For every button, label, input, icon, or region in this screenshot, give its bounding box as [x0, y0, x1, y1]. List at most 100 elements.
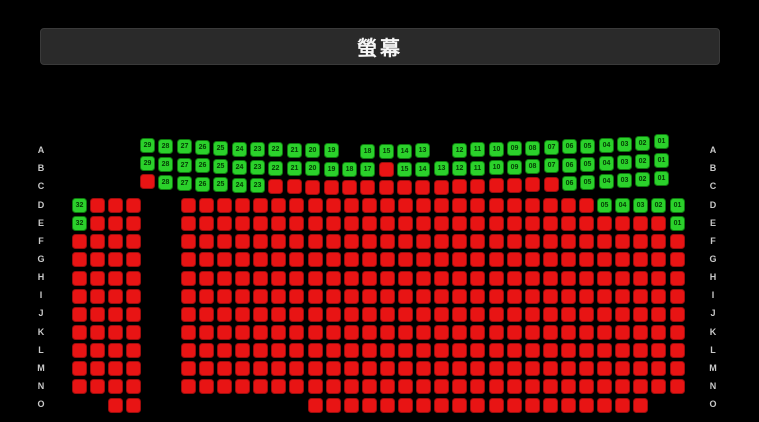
- seat-B-04[interactable]: 04: [599, 156, 614, 171]
- seat-B-11[interactable]: 11: [470, 161, 485, 176]
- seat-A-11[interactable]: 11: [470, 142, 485, 157]
- seat-B-15[interactable]: 15: [397, 162, 412, 177]
- seat-taken-M: [525, 361, 540, 376]
- seat-C-28[interactable]: 28: [158, 175, 173, 190]
- seat-taken-O: [416, 398, 431, 413]
- seat-taken-F: [633, 234, 648, 249]
- seat-A-07[interactable]: 07: [544, 140, 559, 155]
- seat-taken-J: [126, 307, 141, 322]
- seat-C-01[interactable]: 01: [654, 171, 669, 186]
- seat-A-20[interactable]: 20: [305, 143, 320, 158]
- seat-B-05[interactable]: 05: [580, 157, 595, 172]
- seat-taken-J: [398, 307, 413, 322]
- seat-A-15[interactable]: 15: [379, 144, 394, 159]
- seat-B-21[interactable]: 21: [287, 161, 302, 176]
- seat-C-27[interactable]: 27: [177, 176, 192, 191]
- seat-C-24[interactable]: 24: [232, 178, 247, 193]
- seat-A-04[interactable]: 04: [599, 138, 614, 153]
- seat-A-01[interactable]: 01: [654, 134, 669, 149]
- seat-B-10[interactable]: 10: [489, 160, 504, 175]
- seat-B-13[interactable]: 13: [434, 161, 449, 176]
- seat-taken-L: [489, 343, 504, 358]
- seat-B-26[interactable]: 26: [195, 158, 210, 173]
- seat-B-01[interactable]: 01: [654, 153, 669, 168]
- seat-A-21[interactable]: 21: [287, 143, 302, 158]
- seat-B-09[interactable]: 09: [507, 160, 522, 175]
- seat-D-05[interactable]: 05: [597, 198, 612, 213]
- seat-A-12[interactable]: 12: [452, 143, 467, 158]
- seat-taken-D: [289, 198, 304, 213]
- seat-taken-E: [235, 216, 250, 231]
- seat-B-18[interactable]: 18: [342, 162, 357, 177]
- seat-taken-K: [525, 325, 540, 340]
- seat-B-02[interactable]: 02: [635, 154, 650, 169]
- seat-taken-L: [543, 343, 558, 358]
- seat-A-22[interactable]: 22: [268, 142, 283, 157]
- seat-B-27[interactable]: 27: [177, 158, 192, 173]
- seat-A-10[interactable]: 10: [489, 142, 504, 157]
- seat-E-32[interactable]: 32: [72, 216, 87, 231]
- seat-A-08[interactable]: 08: [525, 141, 540, 156]
- seat-A-19[interactable]: 19: [324, 143, 339, 158]
- seat-taken-F: [289, 234, 304, 249]
- seat-B-07[interactable]: 07: [544, 158, 559, 173]
- seat-taken-L: [597, 343, 612, 358]
- seat-B-12[interactable]: 12: [452, 161, 467, 176]
- seat-taken-G: [670, 252, 685, 267]
- seat-D-01[interactable]: 01: [670, 198, 685, 213]
- seat-A-26[interactable]: 26: [195, 140, 210, 155]
- seat-taken-E: [597, 216, 612, 231]
- seat-C-05[interactable]: 05: [580, 175, 595, 190]
- seat-taken-J: [235, 307, 250, 322]
- seat-A-13[interactable]: 13: [415, 143, 430, 158]
- seat-A-18[interactable]: 18: [360, 144, 375, 159]
- seat-A-24[interactable]: 24: [232, 142, 247, 157]
- seat-D-32[interactable]: 32: [72, 198, 87, 213]
- seat-B-06[interactable]: 06: [562, 158, 577, 173]
- seat-A-23[interactable]: 23: [250, 142, 265, 157]
- seat-A-27[interactable]: 27: [177, 139, 192, 154]
- seat-A-29[interactable]: 29: [140, 138, 155, 153]
- seat-D-02[interactable]: 02: [651, 198, 666, 213]
- seat-A-28[interactable]: 28: [158, 139, 173, 154]
- seat-taken-E: [90, 216, 105, 231]
- seat-B-25[interactable]: 25: [213, 159, 228, 174]
- seat-A-09[interactable]: 09: [507, 141, 522, 156]
- seat-taken-G: [289, 252, 304, 267]
- seat-B-14[interactable]: 14: [415, 162, 430, 177]
- seat-B-22[interactable]: 22: [268, 161, 283, 176]
- seat-taken-H: [181, 271, 196, 286]
- seat-C-03[interactable]: 03: [617, 173, 632, 188]
- seat-A-02[interactable]: 02: [635, 136, 650, 151]
- seat-A-14[interactable]: 14: [397, 144, 412, 159]
- seat-A-25[interactable]: 25: [213, 141, 228, 156]
- seat-B-03[interactable]: 03: [617, 155, 632, 170]
- seat-C-26[interactable]: 26: [195, 177, 210, 192]
- seat-D-03[interactable]: 03: [633, 198, 648, 213]
- seat-A-05[interactable]: 05: [580, 139, 595, 154]
- seat-B-17[interactable]: 17: [360, 162, 375, 177]
- seat-B-28[interactable]: 28: [158, 157, 173, 172]
- seat-C-04[interactable]: 04: [599, 174, 614, 189]
- seat-C-06[interactable]: 06: [562, 176, 577, 191]
- seat-taken-H: [308, 271, 323, 286]
- seat-B-29[interactable]: 29: [140, 156, 155, 171]
- seat-C-25[interactable]: 25: [213, 177, 228, 192]
- seat-taken-M: [470, 361, 485, 376]
- seat-B-20[interactable]: 20: [305, 161, 320, 176]
- seat-B-23[interactable]: 23: [250, 160, 265, 175]
- seat-taken-F: [452, 234, 467, 249]
- seat-A-06[interactable]: 06: [562, 139, 577, 154]
- seat-taken-K: [434, 325, 449, 340]
- seat-D-04[interactable]: 04: [615, 198, 630, 213]
- seat-C-02[interactable]: 02: [635, 172, 650, 187]
- seat-B-19[interactable]: 19: [324, 162, 339, 177]
- seat-taken-G: [344, 252, 359, 267]
- seat-taken-N: [670, 379, 685, 394]
- seat-B-24[interactable]: 24: [232, 160, 247, 175]
- seat-taken-K: [416, 325, 431, 340]
- seat-B-08[interactable]: 08: [525, 159, 540, 174]
- seat-A-03[interactable]: 03: [617, 137, 632, 152]
- seat-C-23[interactable]: 23: [250, 178, 265, 193]
- seat-E-01[interactable]: 01: [670, 216, 685, 231]
